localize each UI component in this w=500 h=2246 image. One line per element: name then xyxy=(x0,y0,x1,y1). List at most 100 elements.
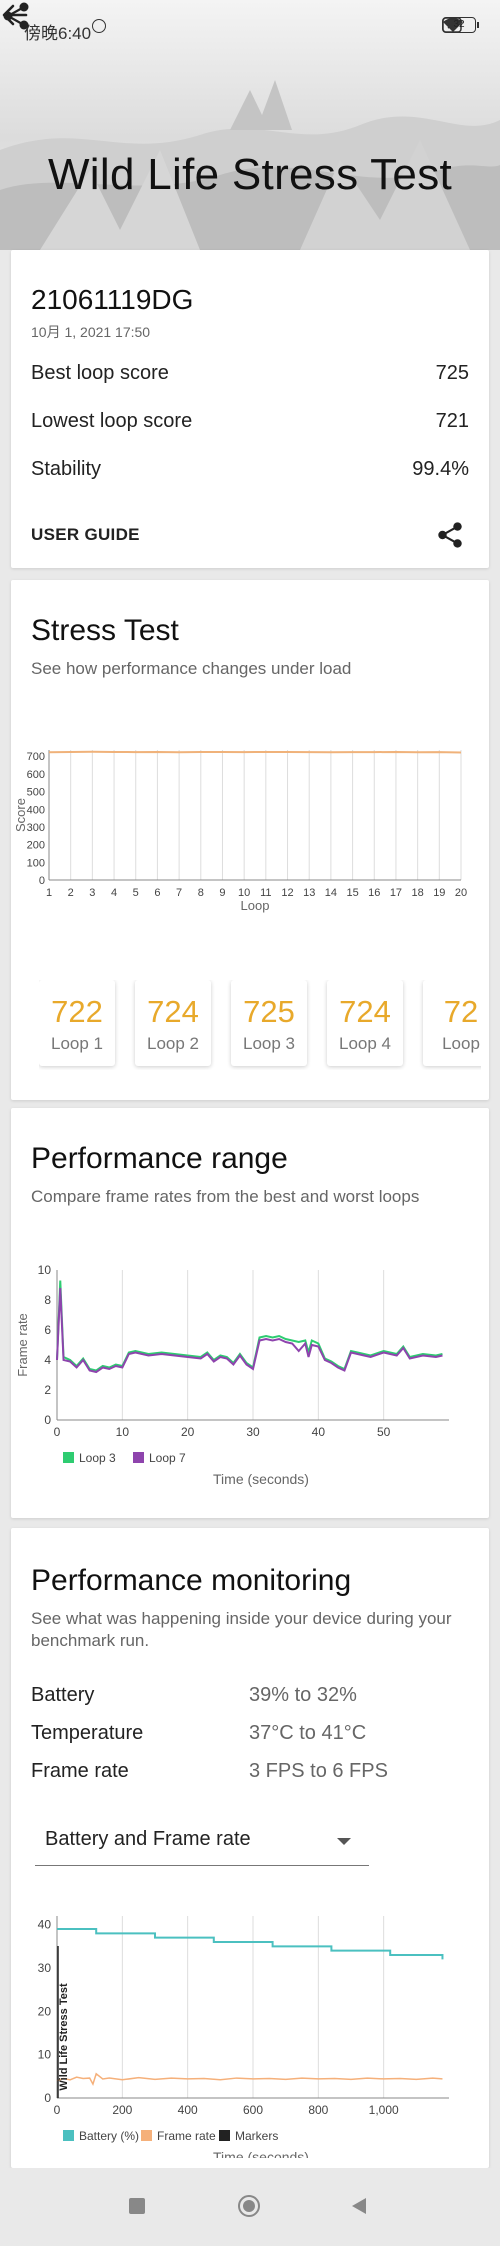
section-title: Stress Test xyxy=(31,614,179,647)
x-tick-label: 50 xyxy=(377,1425,391,1439)
page-title: Wild Life Stress Test xyxy=(47,150,453,199)
status-bar: 傍晚6:40 32 xyxy=(0,0,500,58)
legend-swatch xyxy=(63,2130,74,2141)
row-label: Stability xyxy=(31,458,102,480)
x-tick-label: 600 xyxy=(243,2103,263,2117)
summary-card: 21061119DG 10月 1, 2021 17:50 Best loop s… xyxy=(11,250,489,568)
legend-swatch xyxy=(63,1452,74,1463)
x-tick-label: 9 xyxy=(219,887,225,899)
x-tick-label: 30 xyxy=(246,1425,260,1439)
y-tick-label: 2 xyxy=(44,1383,51,1397)
x-axis-label: Loop xyxy=(241,898,270,913)
loop-score-tile[interactable]: 725 Loop 3 xyxy=(231,980,307,1066)
back-nav-icon[interactable] xyxy=(350,2197,368,2215)
loop-score: 724 xyxy=(147,994,199,1029)
x-tick-label: 3 xyxy=(89,887,95,899)
x-tick-label: 14 xyxy=(325,887,337,899)
stress-test-card: Stress Test See how performance changes … xyxy=(11,580,489,1100)
notification-icon xyxy=(92,19,106,33)
section-title: Performance monitoring xyxy=(31,1564,352,1597)
x-tick-label: 4 xyxy=(111,887,117,899)
x-tick-label: 800 xyxy=(308,2103,328,2117)
x-tick-label: 5 xyxy=(133,887,139,899)
home-icon[interactable] xyxy=(238,2195,260,2217)
legend-label: Loop 7 xyxy=(149,1451,186,1465)
recents-icon[interactable] xyxy=(129,2198,145,2214)
battery-indicator: 32 xyxy=(442,17,479,33)
x-tick-label: 10 xyxy=(116,1425,130,1439)
x-tick-label: 16 xyxy=(368,887,380,899)
x-tick-label: 17 xyxy=(390,887,402,899)
y-tick-label: 0 xyxy=(44,1413,51,1427)
hero-background-art xyxy=(0,80,500,250)
loop-score-tile[interactable]: 722 Loop 1 xyxy=(39,980,115,1066)
loop-score: 724 xyxy=(339,994,391,1029)
best-loop-row: Best loop score 725 xyxy=(31,362,469,385)
frame-rate-series-line xyxy=(56,1280,443,1372)
y-tick-label: 40 xyxy=(38,1918,52,1932)
device-name: 21061119DG xyxy=(31,284,194,315)
battery-value: 39% to 32% xyxy=(249,1684,357,1706)
dropdown-selected: Battery and Frame rate xyxy=(45,1828,251,1850)
test-date: 10月 1, 2021 17:50 xyxy=(31,324,151,340)
loop-score-tile[interactable]: 72 Loop xyxy=(423,980,481,1066)
hero-banner: 傍晚6:40 32 Wild Life Stress Test xyxy=(0,0,500,250)
y-tick-label: 400 xyxy=(27,804,45,816)
y-tick-label: 0 xyxy=(44,2091,51,2105)
stability-row: Stability 99.4% xyxy=(31,458,469,481)
loop-score-tile[interactable]: 724 Loop 4 xyxy=(327,980,403,1066)
score-series-line xyxy=(48,750,462,754)
battery-series-line xyxy=(57,1928,444,1960)
loop-score: 72 xyxy=(443,994,479,1029)
x-tick-label: 200 xyxy=(112,2103,132,2117)
loop-score: 725 xyxy=(243,994,295,1029)
share-icon[interactable] xyxy=(0,0,32,32)
temperature-label: Temperature xyxy=(31,1722,144,1744)
x-tick-label: 19 xyxy=(433,887,445,899)
x-tick-label: 20 xyxy=(455,887,467,899)
x-tick-label: 400 xyxy=(178,2103,198,2117)
y-tick-label: 10 xyxy=(38,2048,52,2062)
y-tick-label: 500 xyxy=(27,787,45,799)
row-value: 725 xyxy=(435,362,469,384)
x-axis-label: Time (seconds) xyxy=(213,2149,309,2158)
row-label: Best loop score xyxy=(31,362,169,384)
legend-label: Battery (%) xyxy=(79,2129,139,2143)
y-tick-label: 4 xyxy=(44,1353,51,1367)
x-tick-label: 7 xyxy=(176,887,182,899)
x-tick-label: 11 xyxy=(260,887,271,899)
performance-monitoring-card: Performance monitoring See what was happ… xyxy=(11,1528,489,2168)
marker-annotation: Wild Life Stress Test xyxy=(58,1983,70,2091)
row-label: Lowest loop score xyxy=(31,410,193,432)
x-tick-label: 2 xyxy=(68,887,74,899)
x-tick-label: 13 xyxy=(303,887,315,899)
wifi-icon xyxy=(443,18,463,32)
frame-rate-label: Frame rate xyxy=(31,1760,129,1782)
user-guide-link[interactable]: USER GUIDE xyxy=(31,525,140,544)
loop-label: Loop xyxy=(442,1034,480,1053)
frame-rate-chart: 0 10 20 30 40 50 0 2 4 6 8 10 Frame rate Loop 3 Loop 7… xyxy=(15,1263,449,1487)
legend-label: Markers xyxy=(235,2129,278,2143)
legend-label: Loop 3 xyxy=(79,1451,116,1465)
y-tick-label: 700 xyxy=(27,751,45,763)
y-tick-label: 8 xyxy=(44,1293,51,1307)
y-axis-label: Frame rate xyxy=(15,1313,30,1377)
section-subtitle: Compare frame rates from the best and wo… xyxy=(31,1187,420,1206)
row-value: 721 xyxy=(435,410,469,432)
loop-score-strip[interactable]: 722 Loop 1 724 Loop 2 725 Loop 3 724 Loo… xyxy=(39,980,481,1070)
x-tick-label: 0 xyxy=(54,1425,61,1439)
dropdown-arrow-icon xyxy=(337,1838,351,1845)
y-tick-label: 30 xyxy=(38,1961,52,1975)
x-tick-label: 1 xyxy=(46,887,52,899)
frame-rate-series-line xyxy=(56,1287,443,1374)
loop-score-tile[interactable]: 724 Loop 2 xyxy=(135,980,211,1066)
x-axis-label: Time (seconds) xyxy=(213,1471,309,1487)
legend-label: Frame rate xyxy=(157,2129,216,2143)
y-tick-label: 300 xyxy=(27,822,45,834)
x-tick-label: 0 xyxy=(54,2103,61,2117)
chart-metric-dropdown[interactable]: Battery and Frame rate xyxy=(35,1818,369,1866)
x-tick-label: 8 xyxy=(198,887,204,899)
share-icon[interactable] xyxy=(435,520,465,550)
temperature-value: 37°C to 41°C xyxy=(249,1722,367,1744)
section-title: Performance range xyxy=(31,1142,288,1175)
